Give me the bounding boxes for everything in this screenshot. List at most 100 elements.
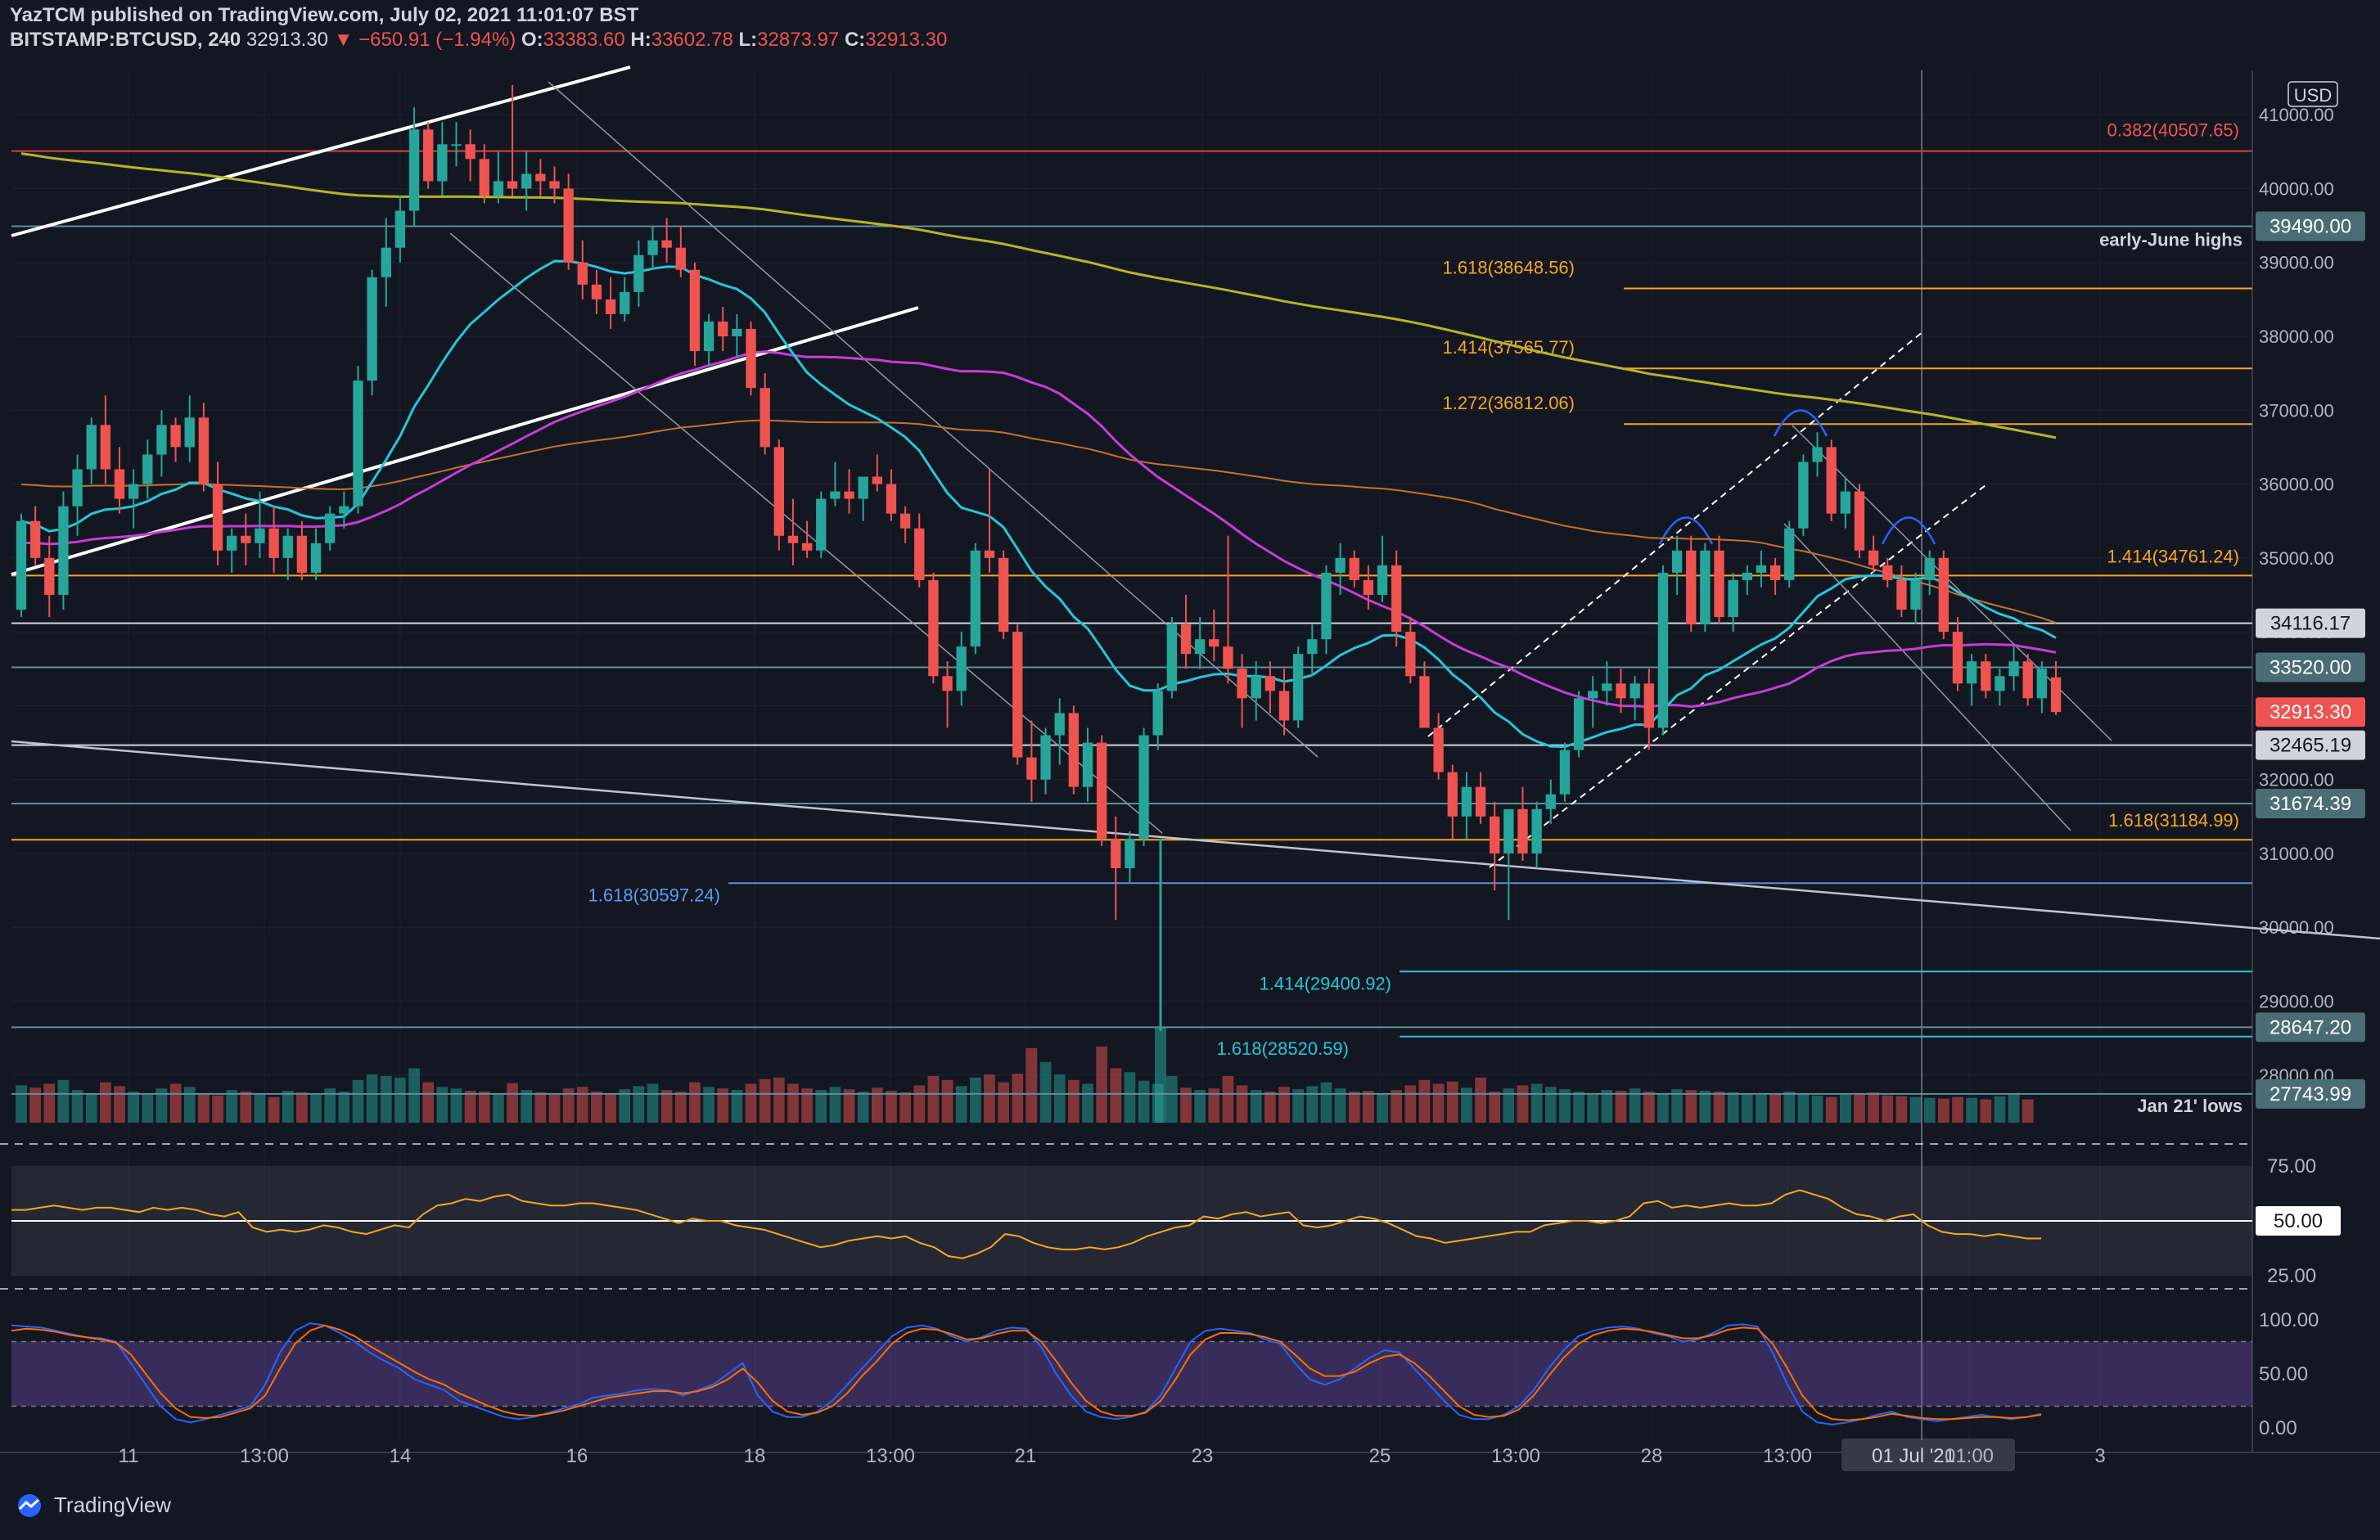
open-value: 33383.60 — [543, 29, 625, 51]
low-label: L: — [738, 29, 758, 51]
volume-bar — [296, 1092, 308, 1123]
volume-bar — [1559, 1089, 1571, 1123]
x-tick-label: 13:00 — [240, 1445, 289, 1467]
volume-bar — [1250, 1090, 1262, 1123]
candle-body — [1700, 550, 1711, 625]
level-label: 1.618(31184.99) — [2108, 810, 2239, 831]
candle-body — [1068, 713, 1080, 787]
x-tick-label: 16 — [566, 1445, 588, 1467]
volume-bar — [156, 1088, 168, 1123]
last-price-tag-label: 32913.30 — [2270, 701, 2351, 723]
candle-body — [1223, 646, 1233, 669]
candle-body — [479, 159, 489, 196]
price-axis-bg — [2252, 0, 2380, 1540]
candle-body — [1447, 772, 1458, 817]
candle-body — [339, 506, 349, 514]
candle-body — [1293, 654, 1304, 721]
candle-body — [1742, 572, 1752, 580]
symbol-label[interactable]: BITSTAMP:BTCUSD, 240 — [10, 29, 241, 51]
candle-body — [1882, 565, 1893, 580]
candle-body — [1321, 572, 1332, 640]
volume-bar — [1629, 1088, 1641, 1123]
axis-price-tag-label: 33520.00 — [2270, 656, 2351, 678]
candle-body — [1798, 462, 1809, 529]
volume-bar — [1348, 1092, 1360, 1123]
volume-bar — [1671, 1089, 1683, 1123]
volume-bar — [1966, 1097, 1977, 1123]
candle-body — [1082, 742, 1093, 787]
candle-body — [801, 543, 813, 551]
candle-body — [156, 425, 167, 455]
pattern-arc — [1773, 409, 1828, 437]
volume-bar — [380, 1076, 392, 1123]
candle-body — [310, 543, 322, 573]
volume-bar — [1909, 1096, 1922, 1123]
candle-body — [296, 535, 308, 573]
candle-body — [44, 557, 55, 595]
candle-body — [1826, 447, 1837, 514]
candle-body — [72, 469, 83, 507]
volume-bar — [1096, 1046, 1108, 1123]
volume-bar — [1937, 1098, 1950, 1123]
volume-bar — [1727, 1092, 1739, 1123]
volume-bar — [2022, 1099, 2034, 1123]
stoch-d-line — [11, 1324, 2042, 1421]
candle-body — [128, 484, 139, 499]
candle-body — [1490, 816, 1500, 853]
volume-bar — [1895, 1096, 1908, 1123]
candle-body — [746, 328, 756, 389]
volume-bar — [1012, 1074, 1024, 1123]
volume-bar — [717, 1088, 729, 1123]
volume-bar — [114, 1086, 125, 1123]
close-label: C: — [844, 29, 866, 51]
last-price: 32913.30 — [246, 29, 329, 51]
volume-bar — [394, 1077, 406, 1123]
candle-body — [1307, 639, 1318, 655]
trendline-upper — [11, 65, 631, 237]
candle-body — [535, 173, 546, 182]
candle-body — [1854, 491, 1865, 551]
tradingview-watermark: TradingView — [11, 1493, 171, 1518]
candle-body — [142, 454, 153, 484]
volume-bar — [1391, 1090, 1403, 1123]
x-tick-label: 21 — [1015, 1445, 1037, 1467]
candle-body — [1981, 661, 1991, 691]
axis-price-tag-label: 28647.20 — [2270, 1016, 2351, 1038]
volume-bar — [787, 1083, 799, 1123]
axis-price-tag — [2256, 789, 2365, 819]
volume-bar — [57, 1079, 70, 1123]
volume-bar — [689, 1082, 701, 1123]
high-value: 33602.78 — [651, 29, 733, 51]
candle-body — [914, 528, 925, 580]
volume-bar — [1082, 1083, 1093, 1123]
volume-bar — [801, 1088, 813, 1123]
candle-body — [844, 491, 854, 499]
y-tick-label: 31000.00 — [2259, 844, 2334, 864]
volume-bar — [674, 1092, 687, 1123]
volume-bar — [1039, 1061, 1052, 1123]
volume-bar — [857, 1092, 869, 1123]
volume-bar — [534, 1092, 547, 1123]
candle-body — [1896, 579, 1907, 610]
volume-bar — [1320, 1082, 1332, 1123]
candle-body — [1952, 632, 1963, 684]
y-tick-label: 40000.00 — [2259, 178, 2334, 199]
volume-bar — [1306, 1086, 1318, 1123]
volume-bar — [1811, 1095, 1823, 1123]
volume-bar — [1544, 1087, 1557, 1123]
volume-bar — [1994, 1096, 2006, 1123]
candle-body — [2050, 677, 2062, 713]
volume-bar — [183, 1087, 196, 1123]
candle-body — [760, 388, 770, 448]
volume-bar — [1952, 1096, 1963, 1123]
volume-bar — [212, 1095, 223, 1123]
level-label: 1.414(29400.92) — [1260, 973, 1391, 993]
x-tick-label: 11 — [119, 1445, 139, 1467]
rsi-tick-label: 75.00 — [2267, 1155, 2316, 1178]
x-tick-label: 13:00 — [1491, 1445, 1540, 1467]
volume-bar — [548, 1093, 561, 1123]
volume-bar — [1208, 1088, 1220, 1123]
candle-body — [1784, 528, 1795, 580]
volume-bar — [142, 1094, 154, 1123]
